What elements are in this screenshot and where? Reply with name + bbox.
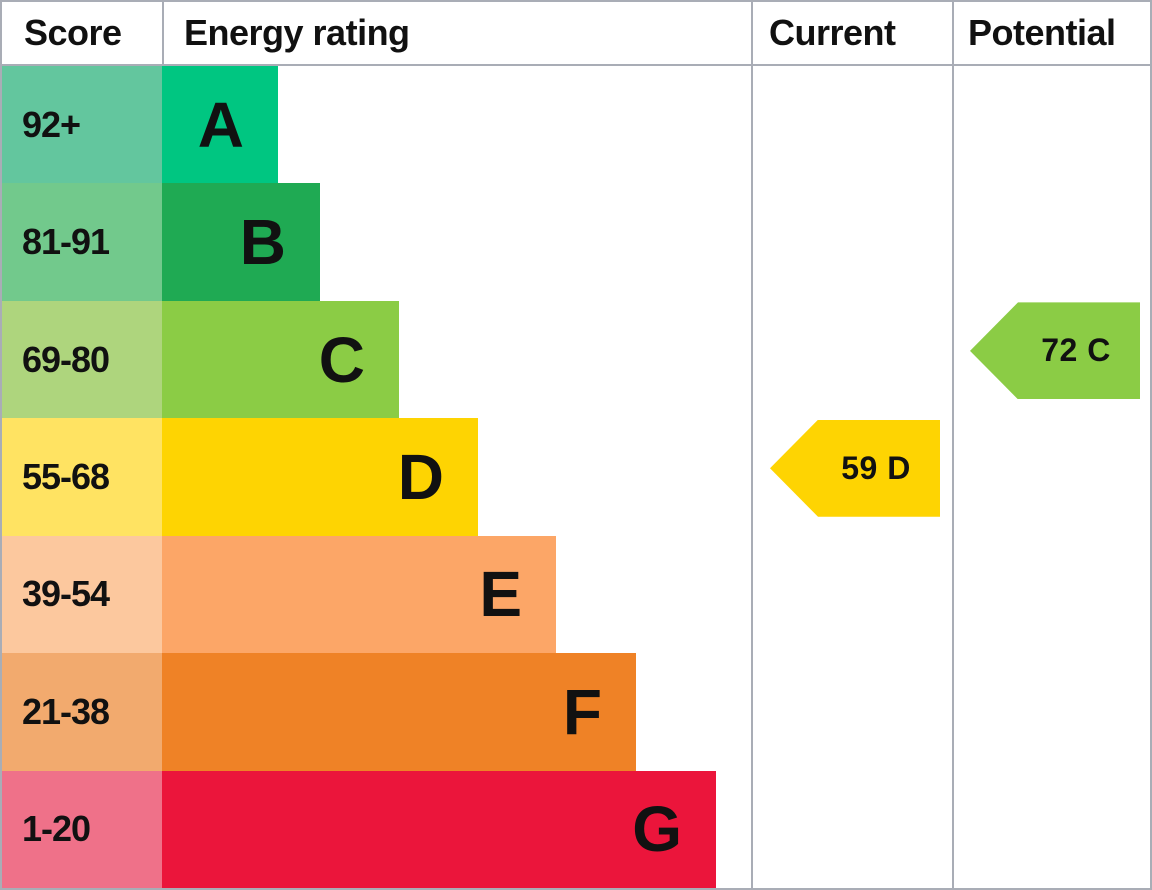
score-cell: 39-54 bbox=[2, 535, 162, 654]
header-divider bbox=[2, 64, 1150, 66]
header-potential: Potential bbox=[968, 12, 1116, 53]
score-cell: 55-68 bbox=[2, 418, 162, 536]
rating-bar: E bbox=[162, 535, 556, 654]
band-row-c: 69-80 C bbox=[2, 300, 1150, 419]
band-row-e: 39-54 E bbox=[2, 535, 1150, 654]
band-row-b: 81-91 B bbox=[2, 183, 1150, 301]
band-row-a: 92+ A bbox=[2, 66, 1150, 184]
header-energy-rating: Energy rating bbox=[162, 2, 751, 64]
header-score: Score bbox=[24, 12, 122, 53]
rating-bar: A bbox=[162, 66, 278, 184]
rating-bar: G bbox=[162, 770, 716, 888]
score-cell: 21-38 bbox=[2, 653, 162, 771]
rating-bar: F bbox=[162, 653, 636, 771]
score-cell: 92+ bbox=[2, 66, 162, 184]
score-cell: 1-20 bbox=[2, 770, 162, 888]
rating-bar: B bbox=[162, 183, 320, 301]
current-column-divider bbox=[751, 2, 753, 888]
band-row-d: 55-68 D bbox=[2, 418, 1150, 536]
header-row: Score Energy rating Current Potential bbox=[2, 2, 1150, 64]
band-row-g: 1-20 G bbox=[2, 770, 1150, 888]
rating-bar: C bbox=[162, 300, 399, 419]
score-cell: 69-80 bbox=[2, 300, 162, 419]
rating-bar: D bbox=[162, 418, 478, 536]
header-current: Current bbox=[769, 12, 896, 53]
score-cell: 81-91 bbox=[2, 183, 162, 301]
band-rows: 92+ A 81-91 B 69-80 C 55-68 D 39-54 E 21… bbox=[2, 66, 1150, 888]
potential-column-divider bbox=[952, 2, 954, 888]
band-row-f: 21-38 F bbox=[2, 653, 1150, 771]
